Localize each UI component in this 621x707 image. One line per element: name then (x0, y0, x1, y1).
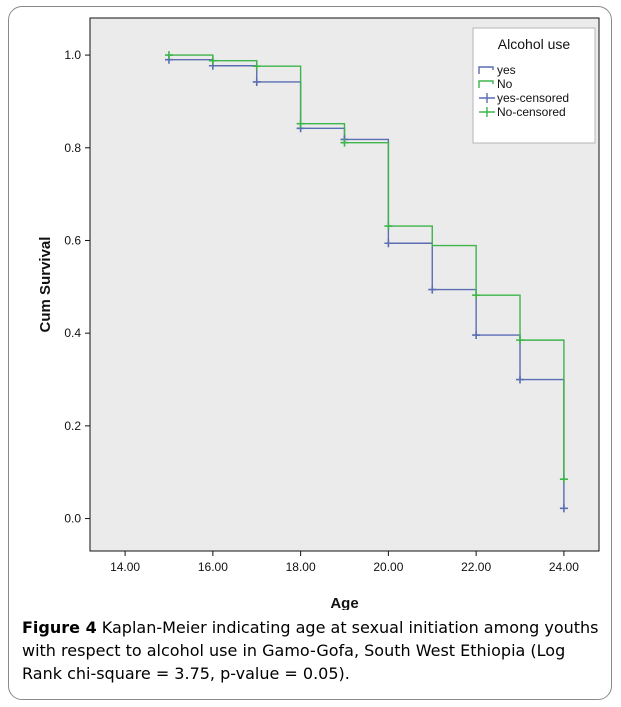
y-tick-label: 0.2 (64, 419, 81, 433)
y-tick-label: 0.4 (64, 326, 81, 340)
censor-mark-no-censored (516, 336, 525, 345)
censor-mark-yes-censored (559, 504, 568, 513)
kaplan-meier-chart: 0.0 0.2 0.4 0.6 0.8 1.0 14.00 16.00 18.00 20.00 22… (37, 17, 600, 610)
caption-lead: Figure 4 (22, 618, 97, 637)
censor-mark-yes-censored (252, 77, 261, 86)
x-tick-label: 14.00 (110, 560, 140, 574)
legend-title: Alcohol use (498, 36, 571, 52)
legend-entry-yes: yes (497, 63, 516, 77)
y-tick-label: 1.0 (64, 48, 81, 62)
y-tick-label: 0.8 (64, 141, 81, 155)
legend-swatch-yes (478, 66, 494, 74)
x-tick-label: 20.00 (373, 560, 403, 574)
legend-entry-no-censored: No-censored (497, 105, 566, 119)
y-axis-label: Cum Survival (37, 237, 54, 333)
censor-mark-no-censored (384, 222, 393, 231)
censor-mark-no-censored (296, 119, 305, 128)
censor-mark-no-censored (208, 56, 217, 65)
legend-box (472, 27, 596, 144)
censor-mark-yes-censored (428, 285, 437, 294)
x-tick-label: 22.00 (461, 560, 491, 574)
censor-mark-no-censored (472, 291, 481, 300)
censor-mark-no-censored (340, 138, 349, 147)
censor-mark-yes-censored (472, 331, 481, 340)
x-tick-label: 24.00 (549, 560, 579, 574)
censor-mark-no-censored (164, 51, 173, 60)
censor-mark-yes-censored (516, 375, 525, 384)
censor-mark-no-censored (252, 62, 261, 71)
censor-mark-yes-censored (384, 239, 393, 248)
censor-mark-no-censored (559, 475, 568, 484)
caption-text: Kaplan-Meier indicating age at sexual in… (22, 618, 599, 683)
x-axis-label: Age (330, 595, 358, 610)
legend-swatch-no-censored (479, 107, 495, 117)
legend-entry-yes-censored: yes-censored (497, 91, 569, 105)
legend-entry-no: No (497, 77, 513, 91)
y-tick-label: 0.6 (64, 233, 81, 247)
y-tick-label: 0.0 (64, 512, 81, 526)
figure-caption: Figure 4 Kaplan-Meier indicating age at … (22, 616, 607, 685)
legend-swatch-yes-censored (479, 93, 495, 103)
x-tick-label: 16.00 (198, 560, 228, 574)
series-line-no (168, 54, 565, 480)
x-tick-label: 18.00 (286, 560, 316, 574)
legend-swatch-no (478, 80, 494, 88)
